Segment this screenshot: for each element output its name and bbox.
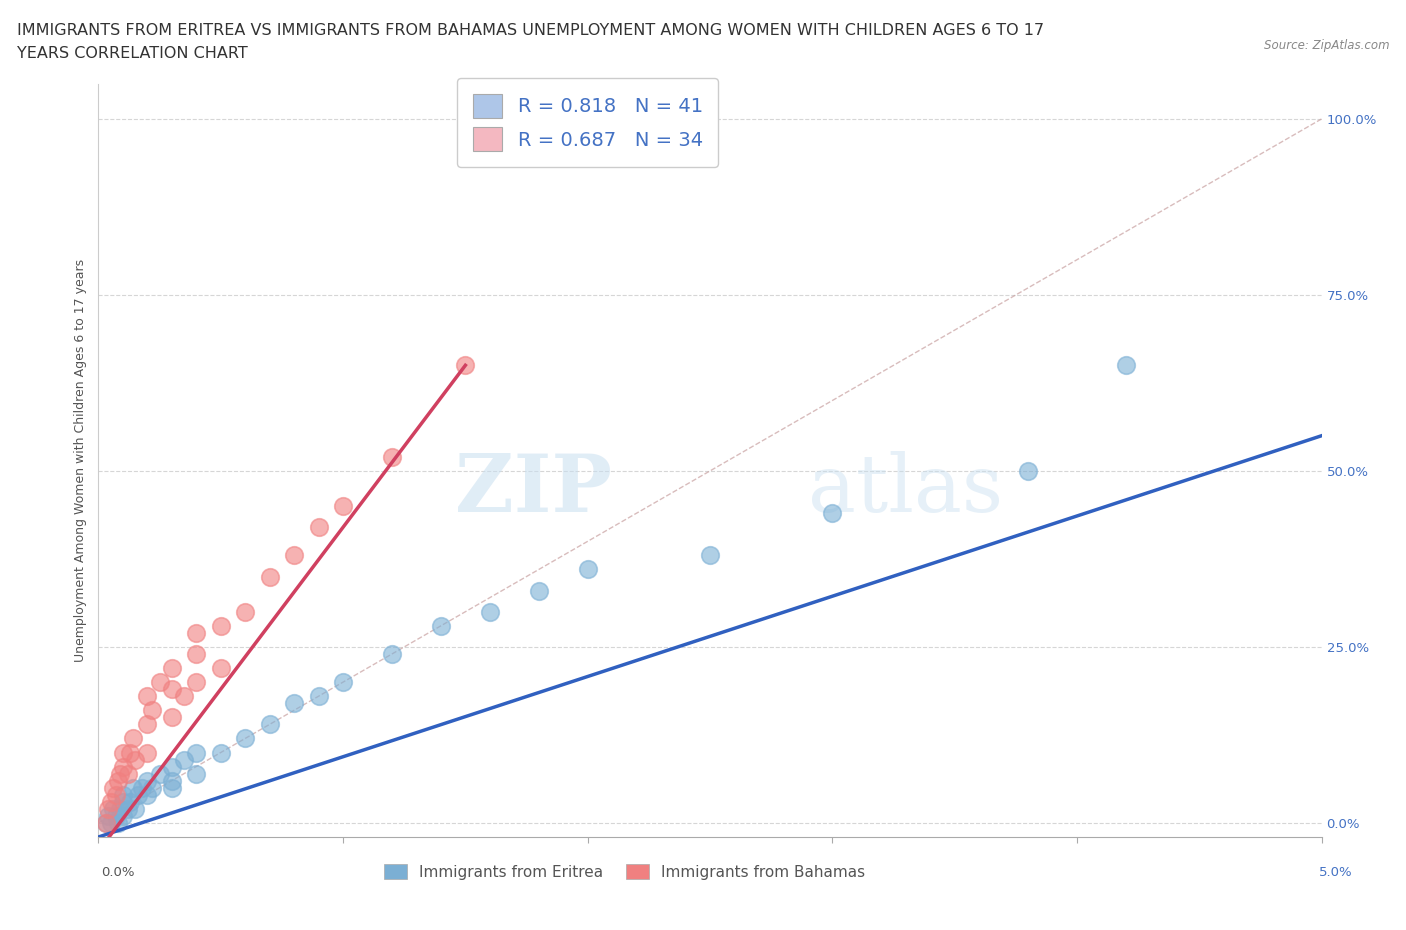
Point <box>136 689 159 704</box>
Text: ZIP: ZIP <box>456 451 612 529</box>
Point <box>121 731 143 746</box>
Point <box>160 780 183 795</box>
Point <box>332 674 354 689</box>
Point <box>136 773 159 788</box>
Text: atlas: atlas <box>808 451 1002 529</box>
Point <box>104 808 127 823</box>
Point <box>100 816 122 830</box>
Point <box>209 660 232 675</box>
Y-axis label: Unemployment Among Women with Children Ages 6 to 17 years: Unemployment Among Women with Children A… <box>75 259 87 662</box>
Point <box>699 548 721 563</box>
Point <box>124 802 146 817</box>
Text: IMMIGRANTS FROM ERITREA VS IMMIGRANTS FROM BAHAMAS UNEMPLOYMENT AMONG WOMEN WITH: IMMIGRANTS FROM ERITREA VS IMMIGRANTS FR… <box>17 23 1045 38</box>
Point <box>94 816 117 830</box>
Point <box>131 780 153 795</box>
Point <box>173 752 195 767</box>
Point <box>283 548 305 563</box>
Point <box>110 802 132 817</box>
Point <box>283 696 305 711</box>
Point <box>136 745 159 760</box>
Text: YEARS CORRELATION CHART: YEARS CORRELATION CHART <box>17 46 247 61</box>
Point <box>94 816 117 830</box>
Point <box>160 759 183 774</box>
Point <box>127 788 149 803</box>
Point <box>104 788 127 803</box>
Point <box>101 802 124 817</box>
Point <box>1115 358 1137 373</box>
Point <box>160 660 183 675</box>
Text: 0.0%: 0.0% <box>101 866 135 879</box>
Text: Source: ZipAtlas.com: Source: ZipAtlas.com <box>1264 39 1389 52</box>
Point <box>186 674 208 689</box>
Point <box>149 766 172 781</box>
Point <box>111 794 134 809</box>
Point <box>141 703 163 718</box>
Point <box>209 745 232 760</box>
Point <box>136 717 159 732</box>
Point <box>381 449 404 464</box>
Point <box>308 520 330 535</box>
Point <box>308 689 330 704</box>
Point <box>124 752 146 767</box>
Point <box>259 569 281 584</box>
Point <box>120 745 142 760</box>
Point <box>259 717 281 732</box>
Point <box>478 604 501 619</box>
Point <box>97 808 120 823</box>
Point <box>527 583 550 598</box>
Point <box>110 766 132 781</box>
Point <box>100 794 122 809</box>
Point <box>186 745 208 760</box>
Point <box>173 689 195 704</box>
Point <box>186 625 208 640</box>
Point <box>107 816 129 830</box>
Point <box>186 766 208 781</box>
Point <box>101 780 124 795</box>
Point <box>117 802 139 817</box>
Point <box>430 618 453 633</box>
Point <box>111 759 134 774</box>
Point <box>576 562 599 577</box>
Point <box>117 766 139 781</box>
Point <box>121 780 143 795</box>
Point <box>454 358 477 373</box>
Point <box>107 773 129 788</box>
Point <box>160 710 183 724</box>
Point <box>186 646 208 661</box>
Point <box>141 780 163 795</box>
Text: 5.0%: 5.0% <box>1319 866 1353 879</box>
Point <box>111 788 134 803</box>
Point <box>821 506 844 521</box>
Point <box>1017 463 1039 478</box>
Point <box>111 808 134 823</box>
Point <box>149 674 172 689</box>
Point <box>136 788 159 803</box>
Point <box>120 794 142 809</box>
Point <box>111 745 134 760</box>
Point <box>233 731 256 746</box>
Point <box>233 604 256 619</box>
Legend: Immigrants from Eritrea, Immigrants from Bahamas: Immigrants from Eritrea, Immigrants from… <box>378 857 872 886</box>
Point <box>381 646 404 661</box>
Point <box>160 682 183 697</box>
Point <box>209 618 232 633</box>
Point <box>160 773 183 788</box>
Point <box>332 498 354 513</box>
Point <box>97 802 120 817</box>
